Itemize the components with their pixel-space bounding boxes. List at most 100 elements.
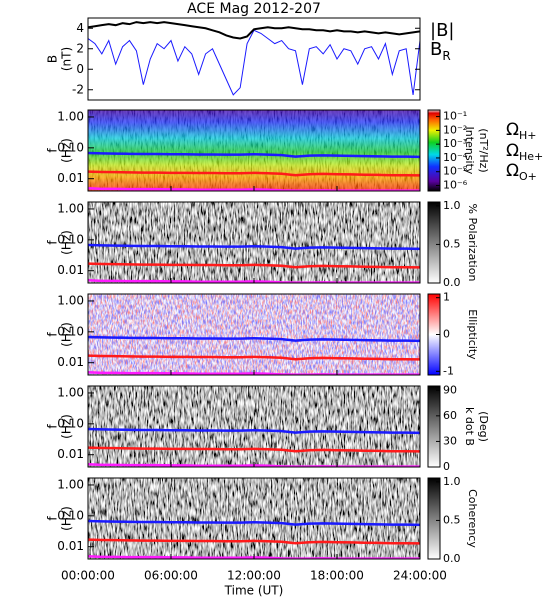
series-line bbox=[88, 538, 420, 545]
colorbar-tick-label: -1 bbox=[443, 364, 454, 377]
spectrogram-texture bbox=[88, 294, 420, 375]
legend-entry: |B| bbox=[430, 20, 454, 41]
axis-title: (Hz) bbox=[60, 230, 74, 255]
axis-title: f bbox=[46, 240, 60, 245]
y-tick-label: 0.01 bbox=[57, 539, 84, 553]
colorbar-tick-label: 10⁻³ bbox=[443, 137, 467, 150]
chart-title: ACE Mag 2012-207 bbox=[187, 1, 321, 17]
spectrogram-panel: 1.00 0.10 0.01 00:00:00 06:00:00 12:00:00 18:0… bbox=[57, 475, 479, 583]
legend-entry: ΩH+ bbox=[506, 120, 537, 142]
x-tick-label: 12:00:00 bbox=[227, 569, 281, 583]
y-tick-label: -2 bbox=[72, 82, 84, 96]
spectrogram-panel: 1.00 0.10 0.01 10⁻¹10⁻²10⁻³10⁻⁴10⁻⁵10⁻⁶ Inte… bbox=[57, 109, 490, 191]
line-panel: -2 0 2 4 bbox=[72, 17, 421, 101]
colorbar-title: (Deg) bbox=[477, 411, 490, 442]
colorbar-tick-label: 0 bbox=[443, 328, 450, 341]
colorbar-tick-label: 1 bbox=[443, 291, 450, 304]
y-tick-label: 0.10 bbox=[57, 140, 84, 154]
colorbar-title: (nT²/Hz) bbox=[477, 128, 490, 172]
colorbar-tick-label: 10⁻¹ bbox=[443, 110, 467, 123]
y-tick-label: 4 bbox=[76, 21, 84, 35]
series-line bbox=[88, 335, 420, 343]
colorbar-tick-label: 0.0 bbox=[443, 276, 461, 289]
spectrogram-image bbox=[88, 478, 420, 559]
y-tick-label: 0.10 bbox=[57, 324, 84, 338]
colorbar bbox=[427, 201, 441, 284]
plot-area bbox=[88, 294, 420, 375]
series-line bbox=[88, 519, 420, 527]
spectrogram-panel: 1.00 0.10 0.01 1.0 0.5 0.0 % Polarization bbox=[57, 199, 479, 289]
colorbar-tick-label: 0.5 bbox=[443, 513, 461, 526]
plot-area bbox=[88, 386, 420, 467]
colorbar-tick-label: 10⁻² bbox=[443, 123, 467, 136]
plot-area bbox=[88, 110, 420, 191]
legend-entry: ΩHe+ bbox=[506, 141, 543, 163]
spectrogram-texture bbox=[88, 110, 420, 191]
colorbar bbox=[427, 109, 441, 192]
series-line bbox=[88, 170, 420, 177]
axis-title: f bbox=[46, 516, 60, 521]
colorbar-tick-label: 10⁻⁴ bbox=[443, 151, 468, 164]
legend-name: |B| bbox=[430, 20, 454, 41]
series-line bbox=[88, 446, 420, 453]
colorbar-title: k dot B bbox=[463, 407, 476, 446]
axis-title: (Hz) bbox=[60, 414, 74, 439]
colorbar-title: Ellipticity bbox=[466, 309, 479, 360]
y-tick-label: 1.00 bbox=[57, 293, 84, 307]
y-tick-label: 2 bbox=[76, 41, 84, 55]
y-tick-label: 0.10 bbox=[57, 232, 84, 246]
x-tick-label: 18:00:00 bbox=[310, 569, 364, 583]
series-line bbox=[88, 21, 420, 40]
colorbar-tick-label: 0.5 bbox=[443, 237, 461, 250]
y-tick-label: 0.01 bbox=[57, 355, 84, 369]
spectrogram-image bbox=[88, 386, 420, 467]
legend-subscript: O+ bbox=[519, 170, 537, 183]
y-tick-label: 0.01 bbox=[57, 447, 84, 461]
y-tick-label: 1.00 bbox=[57, 477, 84, 491]
axis-title: Time (UT) bbox=[224, 584, 284, 598]
colorbar-title: % Polarization bbox=[466, 204, 479, 282]
series-line bbox=[88, 29, 420, 96]
legend-subscript: He+ bbox=[519, 150, 543, 163]
axis-title: (Hz) bbox=[60, 322, 74, 347]
colorbar-tick-label: 90 bbox=[443, 383, 457, 396]
colorbar-tick-label: 1.0 bbox=[443, 199, 461, 212]
legend-entry: BR bbox=[430, 39, 451, 63]
legend-name: B bbox=[430, 39, 442, 60]
colorbar-title: Coherency bbox=[466, 489, 479, 548]
y-tick-label: 0.01 bbox=[57, 171, 84, 185]
colorbar-tick-label: 0 bbox=[443, 460, 450, 473]
y-tick-label: 0.10 bbox=[57, 508, 84, 522]
axis-title: (Hz) bbox=[60, 138, 74, 163]
plot-area bbox=[88, 202, 420, 283]
colorbar-tick-label: 0.0 bbox=[443, 552, 461, 565]
x-tick-label: 24:00:00 bbox=[393, 569, 447, 583]
colorbar-tick-label: 1.0 bbox=[443, 475, 461, 488]
colorbar bbox=[427, 477, 441, 560]
axis-title: B bbox=[46, 55, 60, 63]
x-tick-label: 00:00:00 bbox=[61, 569, 115, 583]
axis-title: f bbox=[46, 148, 60, 153]
legend-name: Ω bbox=[506, 161, 519, 181]
colorbar-title: Intensity bbox=[463, 127, 476, 175]
y-tick-label: 1.00 bbox=[57, 201, 84, 215]
y-tick-label: 1.00 bbox=[57, 385, 84, 399]
y-tick-label: 1.00 bbox=[57, 109, 84, 123]
spectrogram-image bbox=[88, 202, 420, 283]
plot-area bbox=[88, 21, 420, 96]
series-line bbox=[88, 262, 420, 269]
axis-title: f bbox=[46, 332, 60, 337]
legend-name: Ω bbox=[506, 120, 519, 140]
series-line bbox=[88, 427, 420, 435]
spectrogram-panel: 1.00 0.10 0.01 90 60 30 0 k dot B (Deg) bbox=[57, 383, 490, 473]
colorbar-tick-label: 60 bbox=[443, 409, 457, 422]
axis-title: (Hz) bbox=[60, 506, 74, 531]
frame bbox=[87, 17, 421, 101]
y-tick-label: 0.10 bbox=[57, 416, 84, 430]
colorbar-tick-label: 10⁻⁵ bbox=[443, 165, 467, 178]
series-line bbox=[88, 354, 420, 361]
x-tick-label: 06:00:00 bbox=[144, 569, 198, 583]
legend-entry: ΩO+ bbox=[506, 161, 537, 183]
colorbar-tick-label: 30 bbox=[443, 434, 457, 447]
